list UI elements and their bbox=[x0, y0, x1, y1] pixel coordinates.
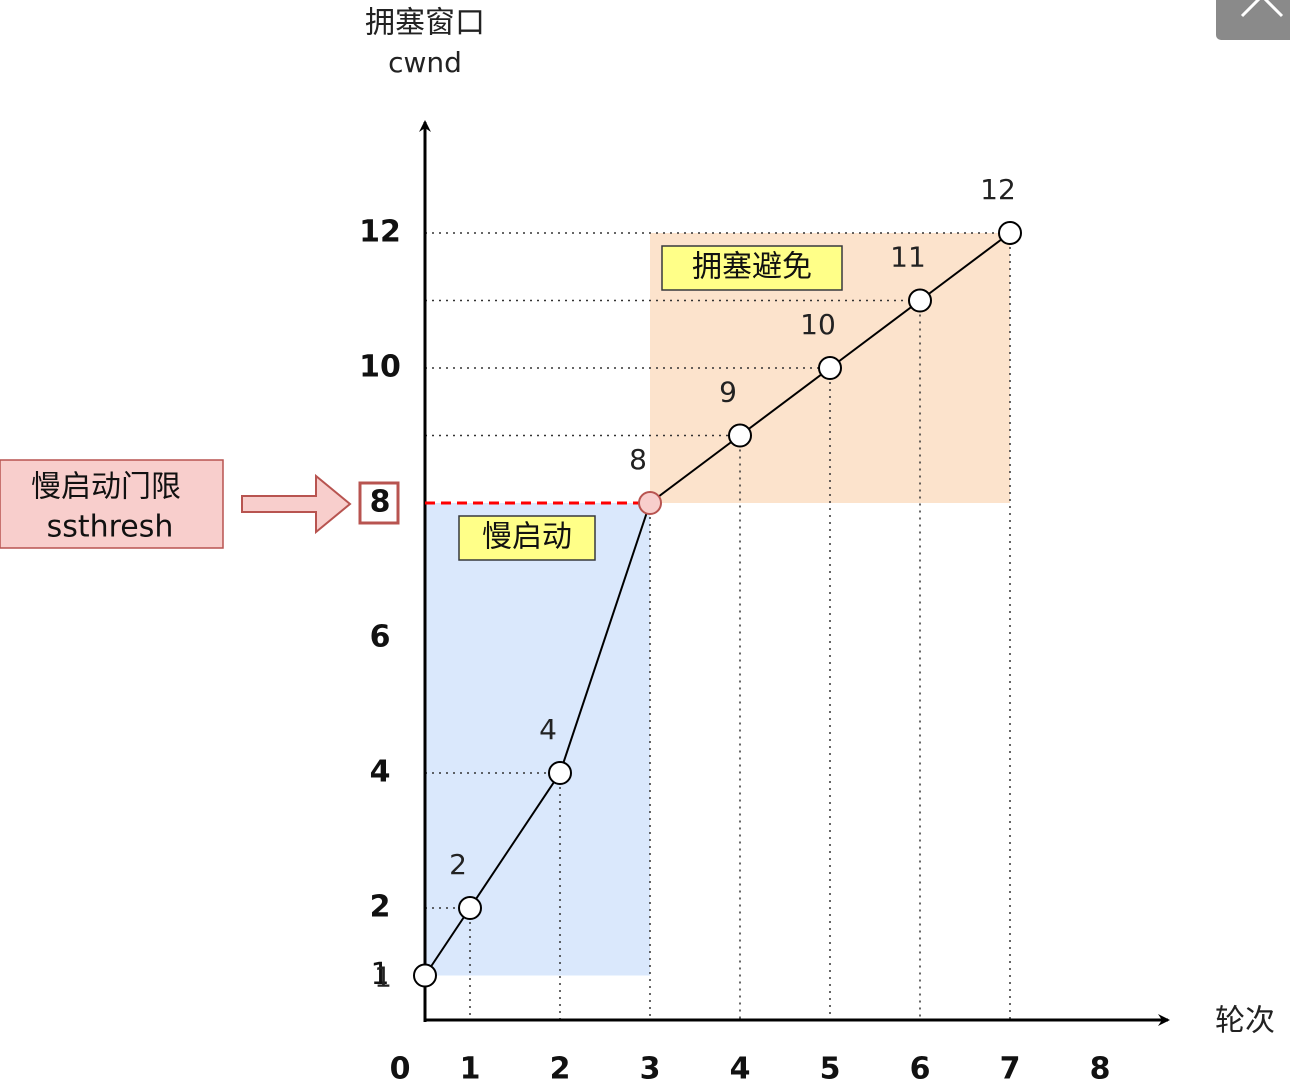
data-label: 8 bbox=[629, 443, 647, 476]
y-axis-title: cwnd bbox=[388, 46, 462, 79]
y-tick-label: 12 bbox=[359, 215, 401, 250]
ssthresh-tick-box bbox=[358, 481, 400, 525]
close-button[interactable] bbox=[1216, 0, 1290, 40]
y-tick-label: 2 bbox=[370, 890, 391, 925]
data-label: 1 bbox=[374, 961, 392, 994]
congestion-avoidance-label-box bbox=[661, 245, 843, 291]
slow-start-region bbox=[425, 503, 650, 976]
data-label: 11 bbox=[890, 241, 926, 274]
x-tick-label: 6 bbox=[910, 1052, 931, 1087]
slow-start-label-box bbox=[458, 515, 596, 561]
x-tick-label: 1 bbox=[460, 1052, 481, 1087]
x-axis-title: 轮次 bbox=[1215, 1004, 1275, 1039]
y-tick-label: 1 bbox=[370, 957, 389, 992]
data-label: 4 bbox=[539, 713, 557, 746]
slow-start-label: 慢启动 bbox=[482, 520, 572, 555]
x-tick-label: 0 bbox=[390, 1052, 411, 1087]
y-tick-label: 6 bbox=[370, 620, 391, 655]
y-tick-label: 4 bbox=[370, 755, 391, 790]
y-tick-label: 8 bbox=[370, 485, 391, 520]
data-label: 10 bbox=[800, 308, 836, 341]
data-point bbox=[908, 288, 932, 313]
ssthresh-label: ssthresh bbox=[47, 510, 174, 545]
data-point bbox=[548, 761, 572, 785]
ssthresh-arrow bbox=[241, 473, 352, 535]
y-tick-label: 10 bbox=[359, 350, 401, 385]
data-point bbox=[818, 356, 842, 380]
data-label: 9 bbox=[719, 376, 737, 409]
x-tick-label: 5 bbox=[820, 1052, 841, 1087]
x-tick-label: 4 bbox=[730, 1052, 751, 1087]
data-label: 12 bbox=[980, 173, 1016, 206]
congestion-avoidance-label: 拥塞避免 bbox=[692, 250, 812, 285]
ssthresh-box bbox=[0, 459, 224, 549]
ssthresh-label: 慢启动门限 bbox=[31, 470, 181, 505]
data-label: 2 bbox=[449, 848, 467, 881]
x-tick-label: 8 bbox=[1090, 1052, 1111, 1087]
data-point bbox=[728, 423, 752, 448]
data-point bbox=[413, 963, 437, 988]
x-tick-label: 3 bbox=[640, 1052, 661, 1087]
cwnd-line bbox=[424, 232, 1011, 977]
data-point bbox=[638, 491, 662, 515]
data-point bbox=[998, 221, 1022, 245]
y-axis-title: 拥塞窗口 bbox=[365, 6, 485, 41]
x-tick-label: 7 bbox=[1000, 1052, 1021, 1087]
data-point bbox=[458, 896, 482, 920]
x-tick-label: 2 bbox=[550, 1052, 571, 1087]
